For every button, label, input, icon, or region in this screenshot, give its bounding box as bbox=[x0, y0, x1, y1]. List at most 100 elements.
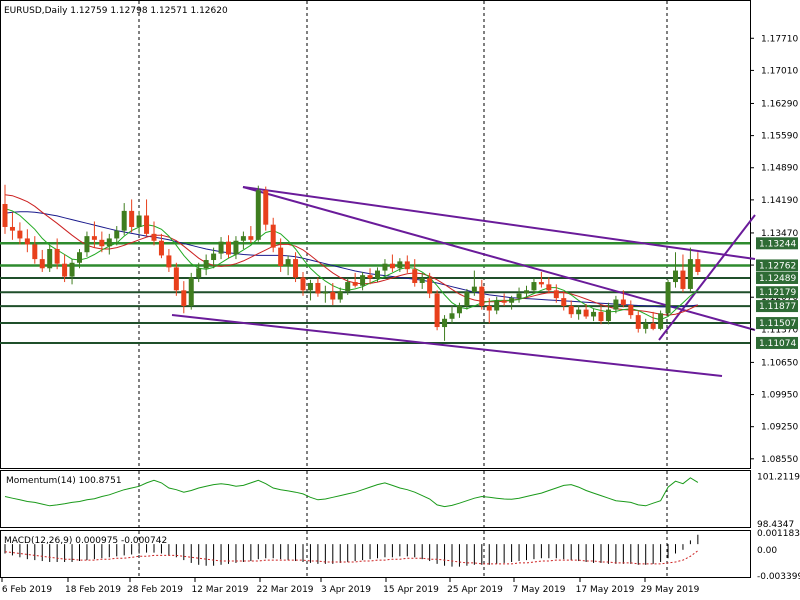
candle-body bbox=[382, 263, 388, 271]
time-tick-label: 29 May 2019 bbox=[641, 585, 700, 595]
vertical-separators bbox=[138, 1, 668, 577]
macd-tick-label: 0.00 bbox=[757, 546, 777, 556]
candle-body bbox=[456, 305, 462, 314]
candle-body bbox=[32, 244, 38, 260]
level-label: 1.12762 bbox=[759, 261, 796, 271]
level-labels: 1.13244 1.12762 1.12489 1.12179 1.11877 1.115… bbox=[756, 237, 798, 349]
price-tick-label: 1.14190 bbox=[761, 196, 798, 206]
price-tick-label: 1.15590 bbox=[761, 132, 798, 142]
candle-body bbox=[62, 263, 68, 277]
ma-fast-line bbox=[4, 208, 699, 321]
level-label: 1.13244 bbox=[759, 239, 796, 249]
price-tick-label: 1.14890 bbox=[761, 164, 798, 174]
level-label: 1.11507 bbox=[759, 319, 796, 329]
price-tick-label: 1.12070 bbox=[761, 293, 798, 303]
candle-body bbox=[24, 238, 30, 245]
momentum-indicator: 101.2119 98.4347 bbox=[4, 473, 800, 530]
candle-body bbox=[583, 309, 589, 317]
candle-body bbox=[226, 241, 231, 255]
time-tick-label: 3 Apr 2019 bbox=[321, 585, 371, 595]
candle-body bbox=[9, 226, 15, 231]
candle-body bbox=[121, 210, 127, 231]
candle-body bbox=[516, 293, 522, 299]
main-pane-frame bbox=[0, 0, 751, 469]
candle-body bbox=[151, 233, 157, 241]
candle-body bbox=[315, 282, 321, 294]
level-label-box bbox=[756, 336, 798, 349]
candle-body bbox=[509, 298, 515, 303]
candle-body bbox=[114, 230, 120, 239]
candle-body bbox=[650, 323, 656, 329]
level-label: 1.12179 bbox=[759, 288, 796, 298]
candle-body bbox=[553, 290, 559, 299]
candle-body bbox=[665, 282, 671, 314]
candle-body bbox=[501, 300, 507, 303]
candle-body bbox=[404, 261, 410, 270]
candle-body bbox=[285, 259, 291, 266]
candle-body bbox=[561, 298, 567, 306]
price-tick-label: 1.08550 bbox=[761, 455, 798, 465]
candle-body bbox=[486, 305, 492, 311]
candle-body bbox=[673, 270, 678, 283]
level-label-box bbox=[756, 286, 798, 299]
candle-body bbox=[54, 249, 60, 264]
price-tick-label: 1.09250 bbox=[761, 423, 798, 433]
candle-body bbox=[427, 278, 433, 294]
price-tick-label: 1.17010 bbox=[761, 66, 798, 76]
candle-body bbox=[17, 230, 23, 239]
candle-body bbox=[613, 299, 619, 310]
candle-body bbox=[91, 236, 97, 240]
momentum-line bbox=[4, 477, 699, 508]
time-tick-label: 18 Feb 2019 bbox=[65, 585, 121, 595]
candle-body bbox=[524, 290, 529, 294]
candle-body bbox=[628, 305, 634, 316]
moving-averages bbox=[4, 194, 699, 321]
candle-body bbox=[39, 259, 45, 269]
candle-body bbox=[449, 313, 455, 319]
candle-body bbox=[538, 282, 544, 285]
candle-body bbox=[278, 247, 284, 266]
momentum-pane-frame bbox=[0, 470, 751, 528]
price-tick-label: 1.17710 bbox=[761, 34, 798, 44]
candle-body bbox=[263, 190, 269, 225]
main-chart-title: EURUSD,Daily 1.12759 1.12798 1.12571 1.1… bbox=[4, 6, 228, 16]
candle-body bbox=[352, 282, 358, 286]
momentum-tick-label: 98.4347 bbox=[757, 520, 794, 530]
ma-slow-line bbox=[4, 211, 698, 308]
candle-body bbox=[196, 268, 202, 278]
momentum-title: Momentum(14) 100.8751 bbox=[6, 476, 122, 486]
candle-body bbox=[680, 270, 686, 289]
candle-body bbox=[211, 253, 217, 261]
candle-body bbox=[106, 238, 112, 247]
momentum-tick-label: 101.2119 bbox=[757, 473, 800, 483]
candle-body bbox=[337, 291, 343, 300]
candle-body bbox=[576, 309, 582, 315]
candle-body bbox=[99, 239, 105, 247]
macd-pane-frame bbox=[0, 530, 751, 578]
candle-body bbox=[129, 210, 135, 227]
candle-body bbox=[173, 267, 179, 291]
candle-body bbox=[389, 263, 395, 269]
candle-body bbox=[658, 313, 664, 329]
candle-body bbox=[2, 204, 8, 227]
candle-body bbox=[233, 240, 239, 255]
candle-body bbox=[144, 215, 150, 234]
candle-body bbox=[531, 282, 537, 291]
macd-indicator: 0.001183 0.00 -0.003399 bbox=[4, 529, 800, 582]
candle-body bbox=[591, 311, 597, 317]
price-tick-label: 1.09950 bbox=[761, 391, 798, 401]
candle-body bbox=[464, 292, 470, 306]
level-label-box bbox=[756, 237, 798, 250]
candle-body bbox=[360, 275, 366, 286]
candle-body bbox=[47, 249, 53, 269]
candle-body bbox=[240, 236, 246, 241]
price-tick-label: 1.16290 bbox=[761, 99, 798, 109]
candle-body bbox=[330, 292, 336, 300]
candle-body bbox=[218, 241, 224, 254]
candle-body bbox=[84, 236, 90, 253]
time-tick-label: 17 May 2019 bbox=[576, 585, 635, 595]
candlesticks bbox=[2, 184, 701, 341]
time-tick-label: 6 Feb 2019 bbox=[2, 585, 53, 595]
candle-body bbox=[307, 282, 313, 291]
